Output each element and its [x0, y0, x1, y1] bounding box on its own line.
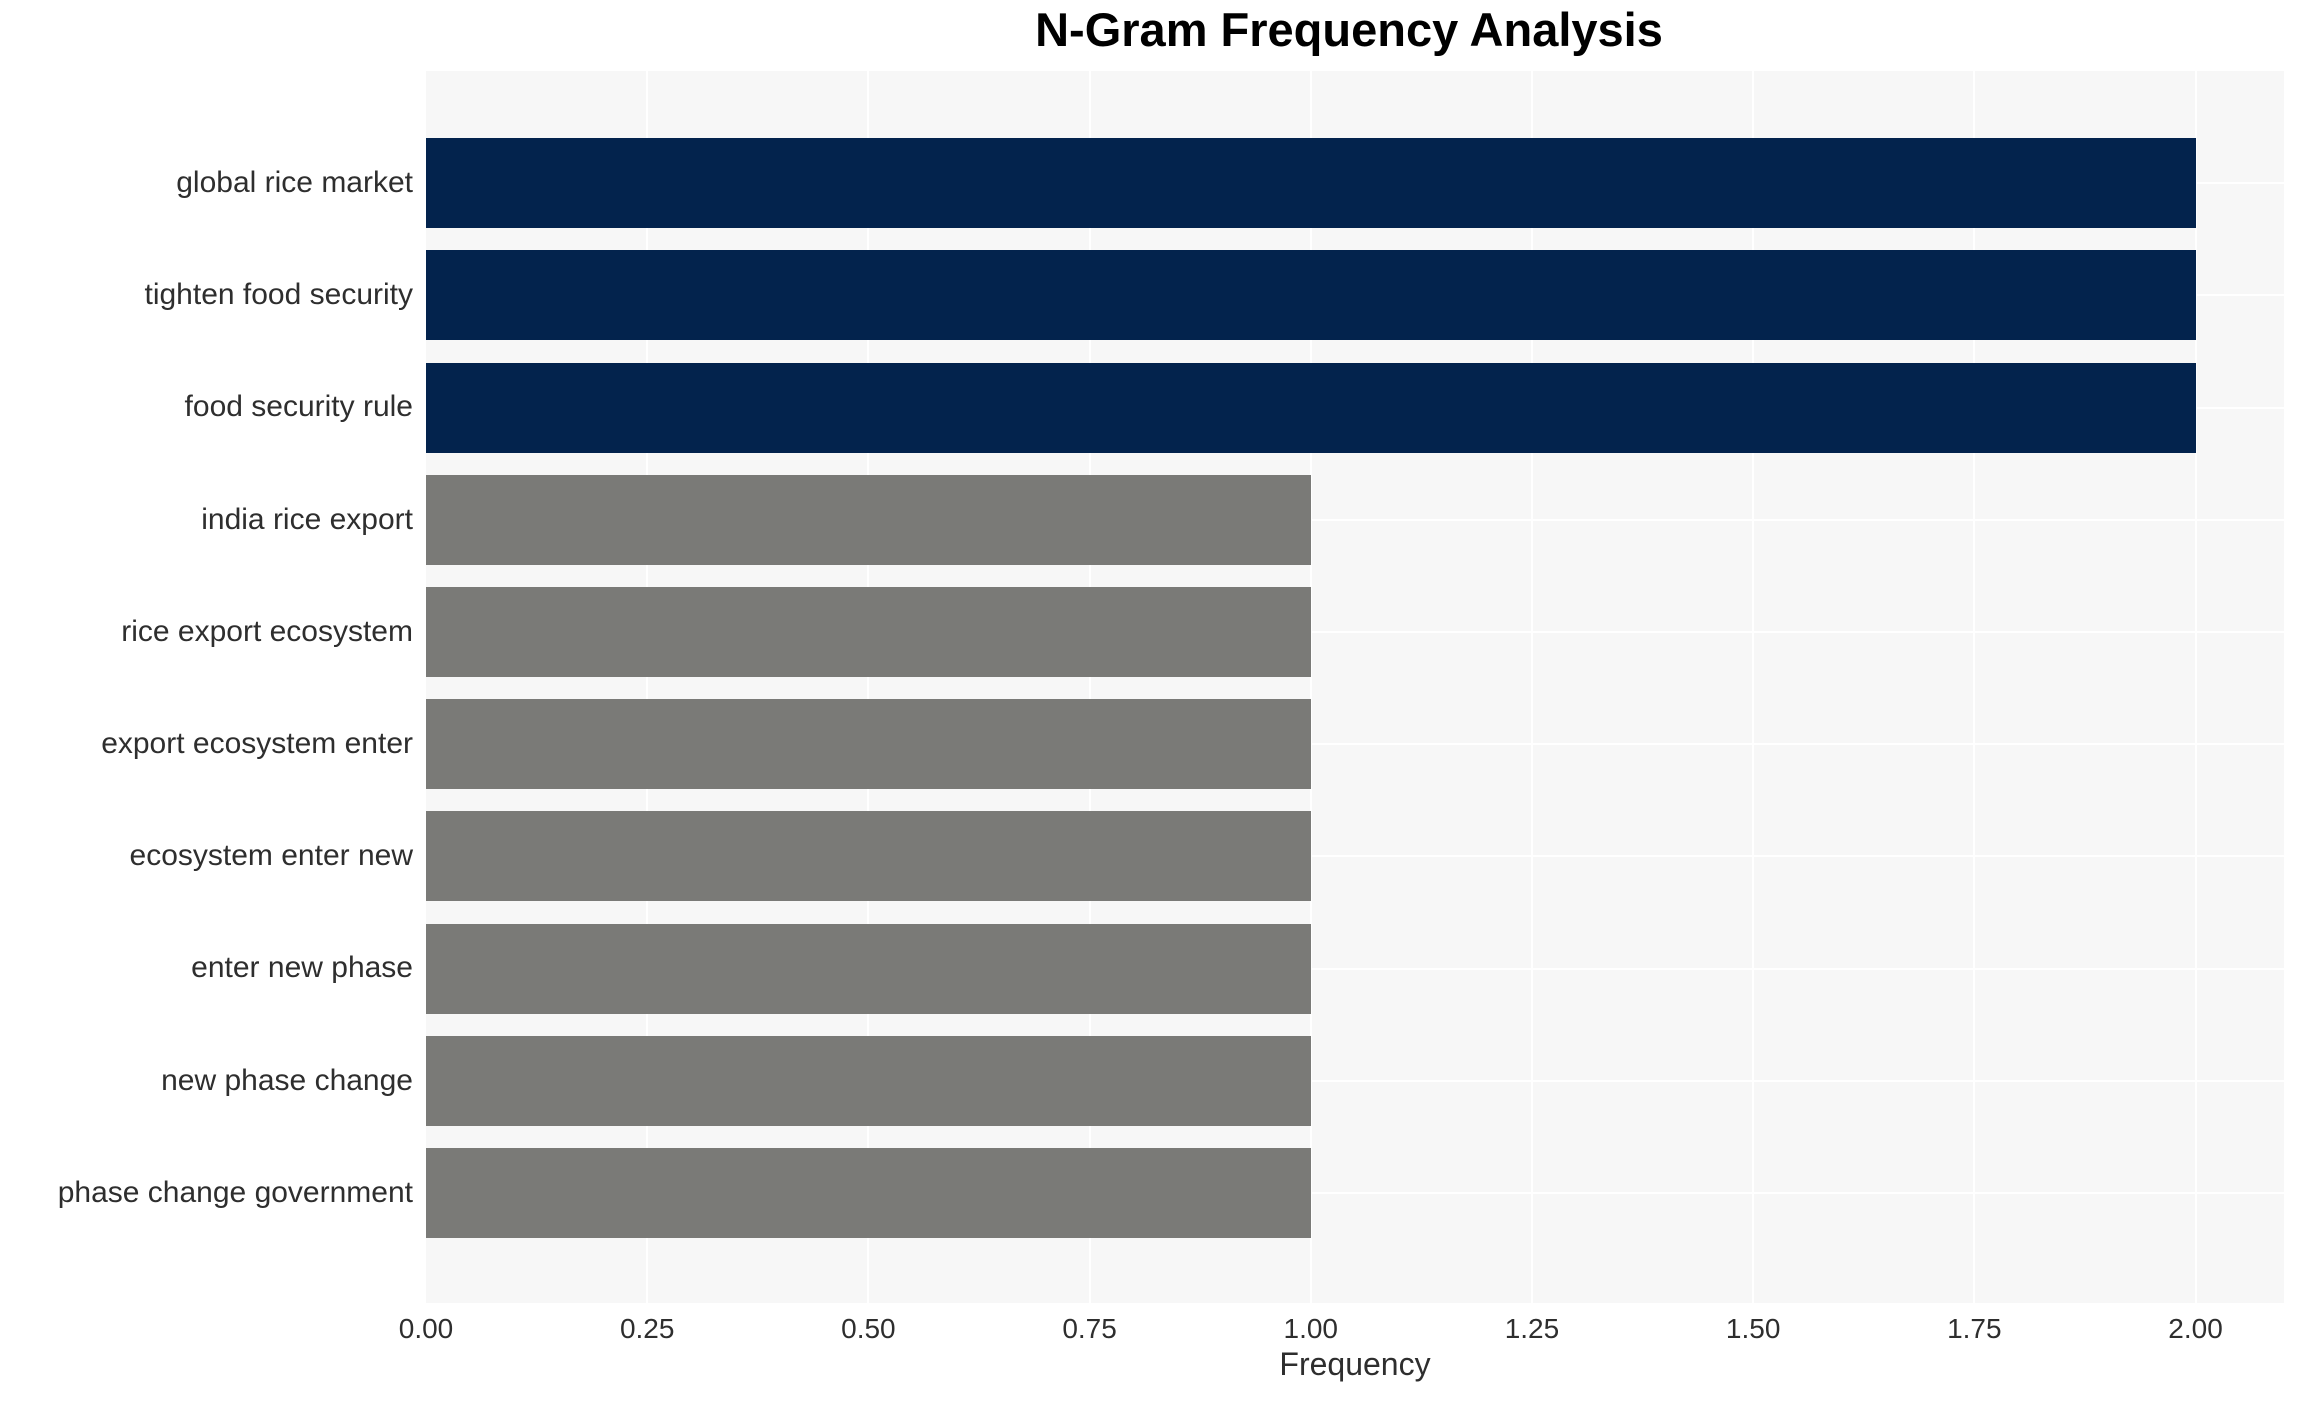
x-axis-tick: 1.25	[1504, 1313, 1560, 1344]
bar	[426, 699, 1311, 790]
gridline-vertical	[1973, 71, 1976, 1303]
x-axis-tick: 0.75	[1062, 1313, 1117, 1344]
gridline-horizontal	[426, 743, 2284, 746]
gridline-vertical	[1752, 71, 1755, 1303]
gridline-vertical	[1088, 71, 1091, 1303]
bar	[426, 138, 2196, 229]
x-axis-tick: 1.50	[1725, 1313, 1781, 1344]
x-axis-tick: 1.75	[1947, 1313, 2002, 1344]
bar	[426, 1147, 1311, 1238]
bar	[426, 250, 2196, 341]
bar	[426, 923, 1311, 1014]
bar	[426, 811, 1311, 902]
gridline-vertical	[1530, 71, 1533, 1303]
y-axis-label: new phase change	[161, 1063, 413, 1097]
y-axis-label: india rice export	[201, 502, 413, 536]
plot-area	[426, 71, 2284, 1303]
gridline-horizontal	[426, 630, 2284, 633]
y-axis-label: ecosystem enter new	[129, 839, 413, 873]
y-axis-label: export ecosystem enter	[101, 727, 413, 761]
x-axis-tick: 0.25	[619, 1313, 675, 1344]
gridline-vertical	[2194, 71, 2197, 1303]
y-axis-label: phase change government	[57, 1175, 413, 1209]
gridline-vertical	[867, 71, 870, 1303]
gridline-vertical	[1309, 71, 1312, 1303]
gridline-vertical	[646, 71, 649, 1303]
y-axis-label: tighten food security	[144, 278, 414, 312]
gridline-horizontal	[426, 1191, 2284, 1194]
y-axis-label: global rice market	[176, 166, 413, 200]
chart-title: N-Gram Frequency Analysis	[1035, 3, 1663, 56]
gridline-horizontal	[426, 855, 2284, 858]
bar	[426, 474, 1311, 565]
bar	[426, 362, 2196, 453]
gridline-horizontal	[426, 518, 2284, 521]
x-axis-tick: 2.00	[2168, 1313, 2223, 1344]
gridline-horizontal	[426, 1079, 2284, 1082]
y-axis-label: enter new phase	[191, 951, 413, 985]
x-axis-tick: 0.50	[841, 1313, 896, 1344]
bar	[426, 586, 1311, 677]
x-axis-title: Frequency	[1279, 1346, 1431, 1382]
gridline-horizontal	[426, 967, 2284, 970]
y-axis-label: food security rule	[184, 390, 413, 424]
x-axis-tick: 0.00	[398, 1313, 454, 1344]
x-axis-tick: 1.00	[1283, 1313, 1339, 1344]
y-axis-label: rice export ecosystem	[121, 614, 413, 648]
bar	[426, 1035, 1311, 1126]
